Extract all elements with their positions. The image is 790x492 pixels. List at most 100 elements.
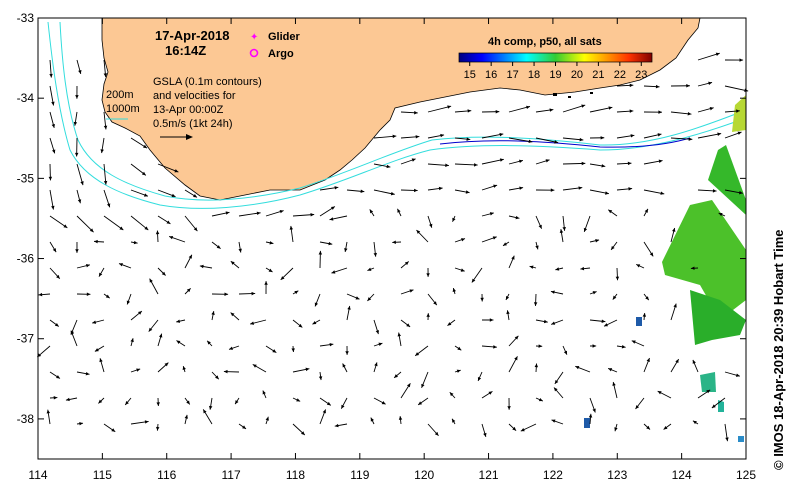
velocity-arrow-head	[658, 110, 663, 114]
velocity-arrow-head	[456, 369, 461, 373]
velocity-arrow-head	[103, 180, 108, 185]
velocity-arrow-head	[144, 226, 149, 231]
velocity-arrow-head	[645, 296, 649, 301]
velocity-arrow-head	[216, 245, 221, 249]
velocity-arrow-head	[314, 302, 319, 307]
sst-swath	[700, 372, 716, 392]
velocity-arrow-head	[367, 267, 372, 271]
velocity-arrow-head	[230, 261, 235, 265]
velocity-arrow-head	[373, 252, 378, 257]
velocity-arrow-head	[223, 369, 228, 374]
velocity-arrow-head	[514, 335, 519, 340]
x-tick-label: 117	[222, 468, 241, 482]
velocity-arrow-head	[392, 240, 396, 244]
velocity-arrow-head	[344, 248, 348, 252]
y-tick-label: -34	[17, 91, 35, 105]
x-tick-label: 119	[350, 468, 369, 482]
velocity-arrow	[562, 162, 586, 165]
velocity-arrow-head	[176, 340, 181, 344]
velocity-arrow-head	[550, 188, 555, 192]
velocity-arrow-head	[631, 340, 636, 344]
velocity-arrow-head	[447, 105, 452, 109]
velocity-arrow-head	[158, 333, 163, 338]
velocity-arrow-head	[250, 321, 255, 325]
velocity-arrow	[238, 212, 261, 217]
velocity-arrow-head	[188, 254, 192, 259]
velocity-arrow-head	[92, 320, 97, 324]
velocity-arrow-head	[51, 205, 55, 210]
velocity-arrow-head	[438, 186, 443, 191]
velocity-arrow	[103, 215, 124, 231]
velocity-arrow-head	[169, 236, 174, 240]
velocity-arrow-head	[629, 83, 634, 88]
velocity-arrow-head	[489, 212, 494, 216]
island	[568, 96, 571, 98]
velocity-arrow-head	[551, 321, 556, 325]
colorbar-tick-label: 15	[464, 69, 476, 81]
velocity-arrow-head	[289, 225, 294, 230]
velocity-arrow	[535, 137, 559, 144]
velocity-arrow-head	[499, 158, 504, 162]
velocity-arrow-head	[514, 356, 518, 361]
velocity-arrow-head	[207, 340, 211, 345]
velocity-arrow-head	[269, 241, 274, 245]
velocity-arrow-head	[334, 423, 339, 428]
velocity-arrow-head	[687, 112, 692, 116]
velocity-arrow-head	[374, 362, 378, 367]
velocity-arrow-head	[86, 292, 91, 296]
colorbar-tick-label: 18	[528, 69, 540, 81]
velocity-arrow-head	[445, 163, 449, 168]
colorbar	[458, 52, 653, 63]
velocity-arrow-head	[300, 431, 305, 436]
velocity-arrow-head	[426, 273, 430, 277]
glider-marker-icon: ✦	[250, 32, 258, 43]
velocity-arrow-head	[398, 416, 403, 420]
velocity-arrow-head	[78, 70, 82, 74]
velocity-arrow-head	[538, 397, 543, 402]
velocity-arrow-head	[296, 398, 301, 402]
velocity-arrow-head	[415, 352, 420, 356]
velocity-arrow	[130, 215, 149, 231]
velocity-arrow	[508, 106, 531, 113]
x-tick-label: 114	[28, 468, 47, 482]
velocity-arrow-head	[559, 229, 564, 233]
velocity-arrow-head	[80, 181, 84, 186]
velocity-arrow-head	[600, 136, 605, 140]
velocity-arrow-head	[262, 390, 266, 395]
velocity-arrow-head	[660, 191, 665, 195]
velocity-arrow-head	[457, 346, 462, 351]
velocity-arrow-head	[406, 323, 411, 327]
velocity-arrow-head	[256, 211, 261, 216]
velocity-arrow	[427, 105, 452, 113]
velocity-arrow-head	[529, 265, 534, 269]
velocity-arrow-head	[608, 106, 613, 110]
velocity-arrow-head	[711, 404, 716, 408]
velocity-arrow-head	[735, 373, 740, 377]
velocity-arrow-head	[612, 381, 616, 386]
velocity-arrow-head	[646, 425, 651, 430]
velocity-arrow-head	[421, 383, 425, 388]
velocity-arrow-head	[298, 323, 303, 328]
velocity-arrow-head	[452, 418, 456, 423]
velocity-arrow-head	[578, 186, 583, 190]
velocity-arrow-head	[581, 104, 586, 108]
velocity-arrow-head	[54, 322, 59, 327]
velocity-arrow-head	[280, 276, 285, 280]
velocity-arrow-head	[100, 149, 104, 154]
velocity-arrow-head	[149, 278, 153, 283]
velocity-arrow-head	[473, 163, 478, 167]
velocity-arrow-head	[73, 121, 78, 126]
sst-swath	[636, 317, 642, 326]
depth-label-200m: 200m	[106, 89, 134, 101]
velocity-arrow-head	[193, 227, 198, 232]
velocity-arrow-head	[628, 187, 633, 191]
contour-1000m	[59, 21, 747, 201]
velocity-arrow-head	[649, 252, 654, 257]
velocity-arrow-head	[657, 391, 662, 395]
velocity-arrow-head	[737, 131, 742, 135]
velocity-arrow-head	[318, 376, 323, 381]
velocity-arrow-head	[211, 311, 215, 315]
velocity-arrow-head	[51, 101, 55, 106]
velocity-arrow-head	[268, 268, 273, 273]
velocity-arrow-head	[605, 191, 609, 195]
